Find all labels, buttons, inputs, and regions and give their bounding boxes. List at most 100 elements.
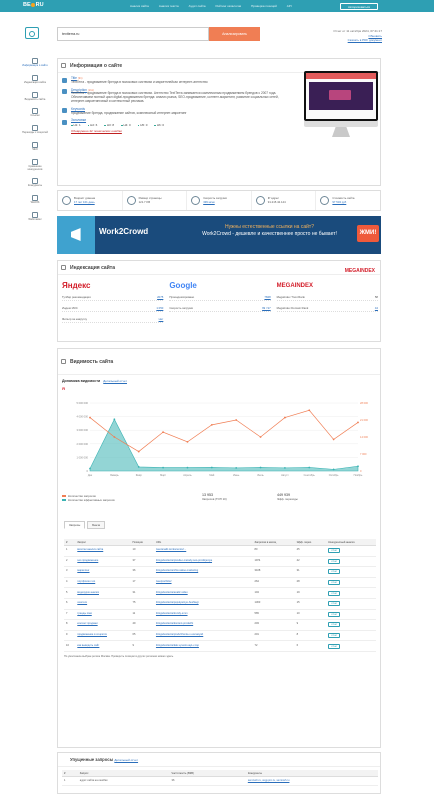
- visibility-title: Видимость сайта: [70, 359, 114, 365]
- report-button[interactable]: отчет: [328, 643, 341, 649]
- login-button[interactable]: Авторизоваться: [340, 2, 378, 10]
- x-tick: Март: [160, 474, 167, 477]
- url-link[interactable]: /blogs/textterra/trendy-smm: [155, 611, 188, 615]
- nav-item[interactable]: Анализ сайта: [130, 4, 149, 8]
- heading-count: H1: 1: [71, 123, 81, 128]
- query-link[interactable]: хештеги: [77, 601, 88, 605]
- sidebar-item-links[interactable]: Ссылки: [20, 108, 50, 118]
- table-header-row: # Запрос Позиция URL Запросов в месяц Эф…: [64, 539, 376, 546]
- report-button[interactable]: отчет: [328, 622, 341, 628]
- sidebar-item-compare[interactable]: Сравнение конкурентов: [20, 158, 50, 172]
- report-button[interactable]: отчет: [328, 580, 341, 586]
- report-button[interactable]: отчет: [328, 601, 341, 607]
- nav-item[interactable]: Проверка позиций: [251, 4, 277, 8]
- table-cell: 6: [294, 640, 327, 652]
- nav-item[interactable]: Рейтинг каталогов: [215, 4, 242, 8]
- query-link[interactable]: маркетинг: [77, 569, 90, 573]
- query-link[interactable]: видеоурок анализ: [77, 590, 99, 594]
- search-icon: [61, 359, 66, 364]
- query-link[interactable]: как выводить сайт: [77, 643, 100, 647]
- query-link[interactable]: продвижение в соцсетях: [77, 633, 107, 637]
- table-cell: 9: [130, 640, 154, 652]
- nav-item[interactable]: API: [286, 4, 292, 8]
- visibility-tabs: Запросы Бенчи: [64, 521, 106, 529]
- meta-label[interactable]: Keywords: [71, 106, 85, 111]
- document-icon: [126, 196, 136, 205]
- sidebar-item-whois[interactable]: WHOIS: [20, 195, 50, 205]
- query-link[interactable]: портфолио это: [77, 580, 96, 584]
- report-button[interactable]: отчет: [328, 633, 341, 639]
- table-cell: 264: [252, 577, 295, 589]
- nav-item[interactable]: Анализ текста: [158, 4, 179, 8]
- table-row: 1 аудит сайта на ошибки 36 semrush.ru, v…: [62, 776, 378, 786]
- missed-detail-link[interactable]: Детальный отчет: [114, 758, 139, 762]
- point-effective: [113, 418, 116, 421]
- url-link[interactable]: /blogs/textterra/populyarnye-heshtegi: [155, 601, 199, 605]
- query-link[interactable]: seo продвижение: [77, 558, 99, 562]
- meta-label[interactable]: Description: [71, 87, 87, 92]
- x-tick: Октябрь: [329, 474, 339, 477]
- coin-icon: [320, 196, 330, 205]
- nav-item[interactable]: Аудит сайта: [188, 4, 206, 8]
- report-button[interactable]: отчет: [328, 611, 341, 617]
- table-cell: 49: [130, 619, 154, 631]
- heading-counts: H1: 1 H2: 6 H3: 8 H4: 0 H5: 0 H6: 0: [71, 123, 165, 128]
- query-link[interactable]: визитки анализ сайта: [77, 548, 104, 552]
- url-link[interactable]: /blogs/textterra/kak-vyvesti-sayt-v-top: [155, 643, 199, 647]
- query-link[interactable]: тренды смм: [77, 611, 92, 615]
- url-link[interactable]: /blogs/textterra/analiz-video: [155, 590, 188, 594]
- tab-queries[interactable]: Запросы: [64, 521, 86, 529]
- sidebar-item-webmaster[interactable]: Webmaster: [20, 211, 50, 222]
- errors-link[interactable]: Обнаружено 42 технических ошибки: [71, 128, 122, 133]
- sidebar-item-seo[interactable]: SEO: [20, 141, 50, 152]
- meta-value: TextTerra - продвижение бренда в поисков…: [71, 79, 208, 84]
- competitor-links[interactable]: semrush.ru, vegy.pro.ru, semrush.ru: [247, 779, 290, 783]
- legend-item: Количество эффективных запросов: [62, 498, 212, 502]
- meta-label[interactable]: Заголовки: [71, 118, 87, 123]
- url-link[interactable]: /blogs/textterra/kontent-prodazhi: [155, 622, 194, 626]
- domain-search-input[interactable]: textterra.ru: [57, 27, 209, 41]
- url-link[interactable]: /seo/portfolio/: [155, 580, 172, 584]
- sidebar-item-social[interactable]: Переходы с соцсетей: [20, 125, 50, 135]
- point-effective: [332, 468, 335, 471]
- point-queries: [113, 436, 116, 438]
- table-cell: 9: [64, 630, 76, 642]
- report-button[interactable]: отчет: [328, 558, 341, 564]
- table-cell: 9: [294, 619, 327, 631]
- report-button[interactable]: отчет: [328, 590, 341, 596]
- tab-bench[interactable]: Бенчи: [87, 521, 106, 529]
- sidebar-item-info[interactable]: Информация о сайте: [20, 58, 50, 68]
- table-cell: 2: [64, 556, 76, 568]
- report-button[interactable]: отчет: [328, 548, 341, 554]
- detail-report-link[interactable]: Детальный отчет: [103, 379, 127, 383]
- meta-label[interactable]: Title: [71, 76, 77, 80]
- table-row: 9 продвижение в соцсетях 65/blogs/textterr…: [64, 630, 376, 642]
- url-link[interactable]: /seo/analiz-konkurentov/...: [155, 548, 187, 552]
- indexing-header: Индексация сайта MEGAINDEX: [58, 261, 380, 275]
- yandex-mini-logo: Я: [62, 386, 65, 391]
- url-link[interactable]: /blogs/textterra/pravila-i-metody-seo-pr…: [155, 558, 213, 562]
- x-tick: Июль: [257, 474, 264, 477]
- index-row: MegaIndex Domain Rank 44: [276, 306, 378, 312]
- search-icon: [32, 91, 38, 98]
- left-sidebar: Информация о сайте Индексация сайта Види…: [20, 58, 50, 229]
- report-button[interactable]: отчет: [328, 569, 341, 575]
- globe-icon: [61, 63, 66, 68]
- refresh-link[interactable]: Обновить: [368, 33, 382, 38]
- banner-cta-button[interactable]: ЖМИ!: [357, 225, 379, 242]
- pdf-download-link[interactable]: Скачать в PDF документ: [347, 38, 382, 42]
- table-cell: 1303: [252, 598, 295, 610]
- url-link[interactable]: /blogs/textterra/chto-takoe-marketing: [155, 569, 199, 573]
- sidebar-item-indexing[interactable]: Индексация сайта: [20, 74, 50, 85]
- heading-count: H6: 0: [154, 123, 164, 128]
- site-logo[interactable]: BE RU: [23, 2, 44, 8]
- sidebar-item-visibility[interactable]: Видимость сайта: [20, 91, 50, 102]
- table-cell: 72: [252, 640, 295, 652]
- query-link[interactable]: контент продажи: [77, 622, 98, 626]
- users-icon: [32, 178, 38, 185]
- url-link[interactable]: /blogs/textterra/prodvizhenie-v-socsetya…: [155, 633, 204, 637]
- analyze-button[interactable]: Анализировать: [209, 27, 260, 41]
- table-cell: 6: [64, 598, 76, 610]
- ad-banner[interactable]: Work2Crowd Нужны естественные ссылки на …: [57, 216, 381, 254]
- sidebar-item-competitors[interactable]: Конкуренты: [20, 178, 50, 188]
